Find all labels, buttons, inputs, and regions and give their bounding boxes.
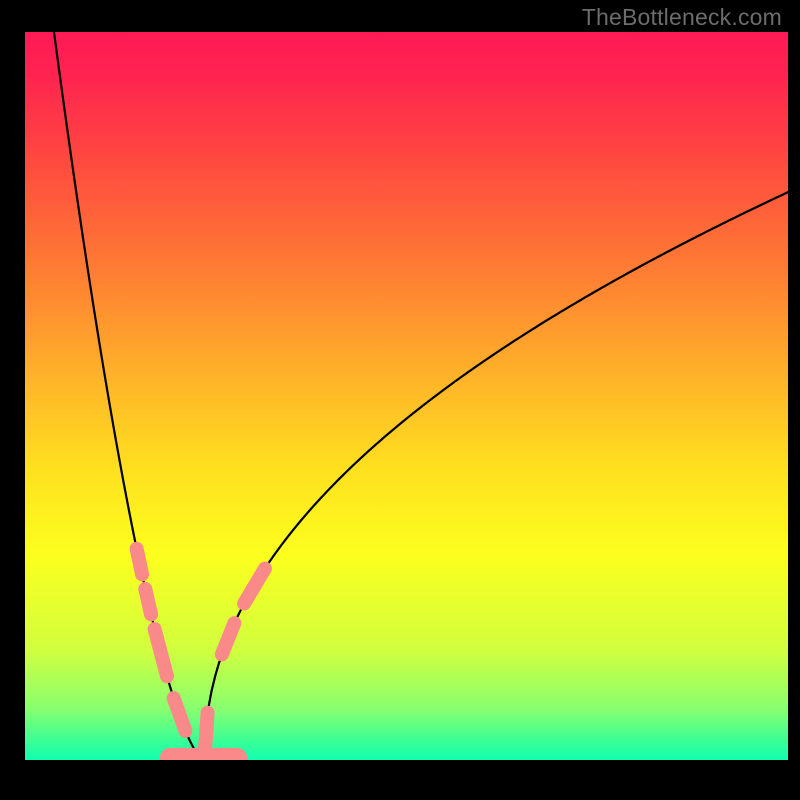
chart-svg xyxy=(25,32,788,760)
chart-frame: TheBottleneck.com xyxy=(0,0,800,800)
watermark-text: TheBottleneck.com xyxy=(582,4,782,31)
plot-area xyxy=(25,32,788,760)
